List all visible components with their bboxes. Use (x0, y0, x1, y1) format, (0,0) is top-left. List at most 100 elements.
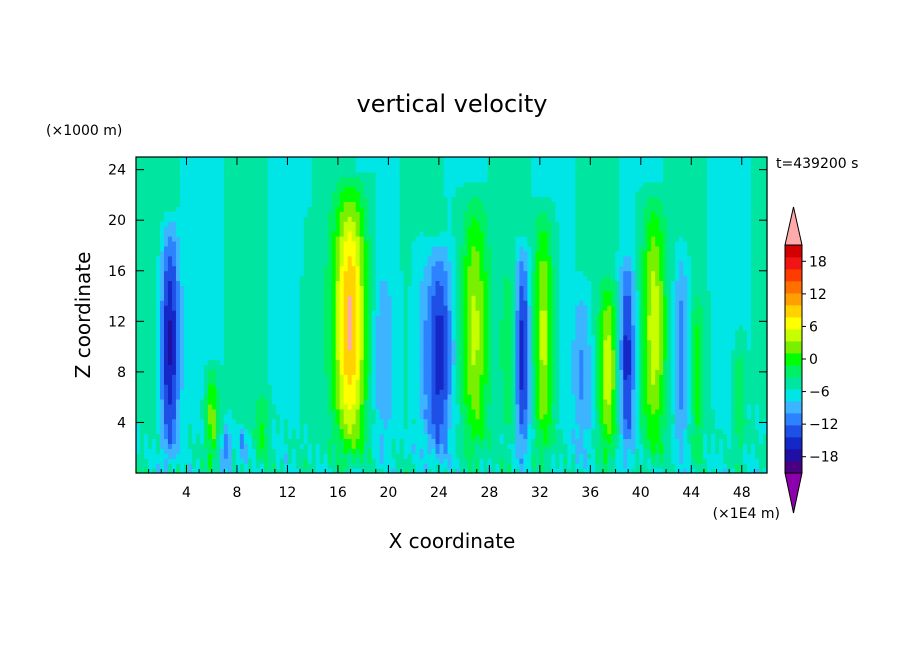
heatmap-cell (479, 403, 485, 410)
heatmap-cell (235, 458, 241, 464)
heatmap-cell (351, 438, 357, 444)
heatmap-cell (739, 324, 744, 331)
heatmap-cell (491, 428, 497, 435)
heatmap-cell (535, 319, 540, 326)
heatmap-cell (359, 468, 365, 474)
heatmap-cell (279, 364, 285, 370)
heatmap-cell (263, 339, 269, 346)
heatmap-cell (615, 403, 620, 410)
heatmap-cell (631, 339, 636, 346)
heatmap-cell (387, 389, 393, 395)
heatmap-cell (611, 394, 616, 400)
heatmap-cell (395, 374, 401, 380)
heatmap-cell (287, 374, 293, 380)
heatmap-cell (607, 374, 612, 380)
heatmap-cell (603, 443, 608, 449)
heatmap-cell (635, 349, 640, 356)
heatmap-cell (391, 448, 397, 454)
heatmap-cell (159, 359, 165, 365)
heatmap-cell (559, 408, 564, 415)
heatmap-cell (291, 418, 297, 425)
heatmap-cell (355, 319, 361, 326)
heatmap-cell (615, 344, 620, 351)
heatmap-cell (215, 394, 221, 400)
heatmap-cell (651, 453, 656, 459)
heatmap-cell (139, 354, 145, 361)
heatmap-cell (743, 359, 748, 365)
heatmap-cell (411, 384, 417, 390)
heatmap-cell (211, 468, 217, 474)
heatmap-cell (431, 374, 437, 380)
heatmap-cell (299, 403, 305, 410)
heatmap-cell (251, 364, 257, 370)
heatmap-cell (339, 448, 345, 454)
heatmap-cell (615, 369, 620, 375)
heatmap-cell (563, 344, 568, 351)
heatmap-cell (639, 349, 644, 356)
heatmap-cell (519, 364, 524, 370)
heatmap-cell (139, 443, 145, 449)
heatmap-cell (579, 398, 584, 405)
heatmap-cell (419, 344, 425, 351)
heatmap-cell (243, 408, 249, 415)
heatmap-cell (143, 349, 149, 356)
heatmap-cell (387, 423, 393, 430)
heatmap-cell (295, 324, 301, 331)
heatmap-cell (527, 468, 532, 474)
heatmap-cell (371, 408, 377, 415)
heatmap-cell (695, 433, 700, 440)
heatmap-cell (471, 384, 477, 390)
heatmap-cell (307, 433, 313, 440)
heatmap-cell (515, 418, 520, 425)
heatmap-cell (703, 344, 708, 351)
heatmap-cell (639, 334, 644, 341)
heatmap-cell (631, 453, 636, 459)
heatmap-cell (611, 428, 616, 435)
heatmap-cell (275, 334, 281, 341)
heatmap-cell (663, 374, 668, 380)
heatmap-cell (627, 468, 632, 474)
heatmap-cell (367, 339, 373, 346)
heatmap-cell (387, 453, 393, 459)
heatmap-cell (591, 398, 596, 405)
heatmap-cell (339, 453, 345, 459)
heatmap-cell (523, 443, 528, 449)
heatmap-cell (307, 408, 313, 415)
heatmap-cell (699, 364, 704, 370)
heatmap-cell (635, 384, 640, 390)
heatmap-cell (219, 448, 225, 454)
heatmap-cell (471, 413, 477, 420)
heatmap-cell (675, 349, 680, 356)
heatmap-cell (403, 349, 409, 356)
heatmap-cell (235, 468, 241, 474)
heatmap-cell (187, 394, 193, 400)
heatmap-cell (583, 398, 588, 405)
heatmap-cell (395, 413, 401, 420)
heatmap-cell (219, 408, 225, 415)
heatmap-cell (567, 423, 572, 430)
heatmap-cell (535, 324, 540, 331)
heatmap-cell (731, 408, 736, 415)
heatmap-cell (271, 339, 277, 346)
heatmap-cell (635, 423, 640, 430)
heatmap-cell (275, 319, 281, 326)
heatmap-cell (315, 344, 321, 351)
heatmap-cell (403, 398, 409, 405)
heatmap-cell (183, 359, 189, 365)
heatmap-cell (427, 448, 433, 454)
heatmap-cell (595, 428, 600, 435)
heatmap-cell (591, 453, 596, 459)
heatmap-cell (175, 359, 181, 365)
heatmap-cell (395, 448, 401, 454)
heatmap-cell (195, 453, 201, 459)
heatmap-cell (759, 354, 764, 361)
heatmap-cell (315, 384, 321, 390)
heatmap-cell (555, 468, 560, 474)
heatmap-cell (627, 394, 632, 400)
heatmap-cell (367, 463, 373, 469)
heatmap-cell (275, 443, 281, 449)
heatmap-cell (399, 319, 405, 326)
heatmap-cell (275, 389, 281, 395)
heatmap-cell (735, 453, 740, 459)
heatmap-cell (351, 374, 357, 380)
